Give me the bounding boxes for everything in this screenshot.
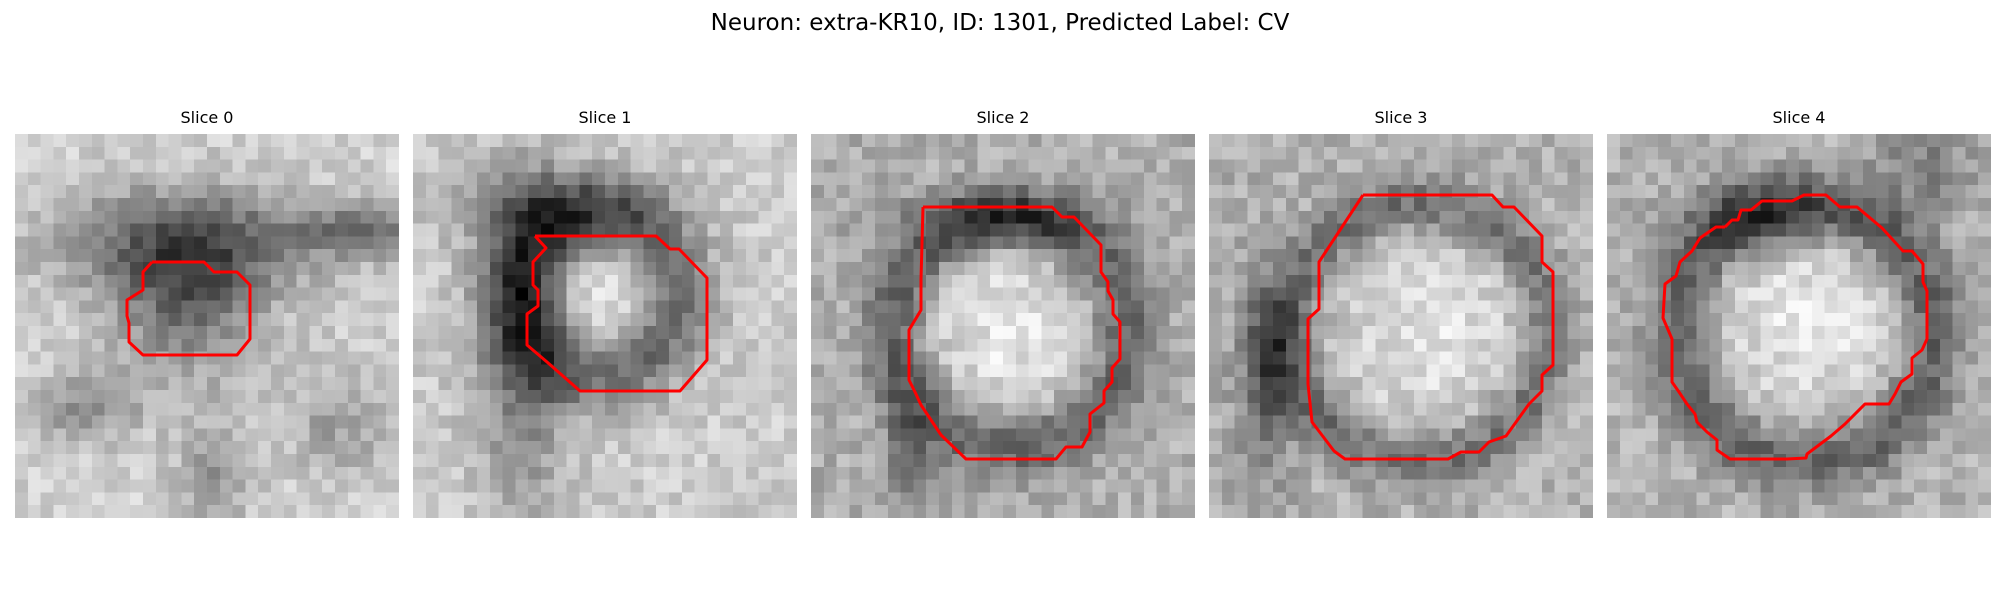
slice-panel-0: Slice 0 xyxy=(15,108,399,518)
slice-title-1: Slice 1 xyxy=(578,108,632,127)
neuron-contour-2 xyxy=(907,205,1122,461)
slice-title-0: Slice 0 xyxy=(180,108,234,127)
slice-panel-1: Slice 1 xyxy=(413,108,797,518)
slice-image-2 xyxy=(811,134,1195,518)
slice-image-4 xyxy=(1607,134,1991,518)
slice-image-1 xyxy=(413,134,797,518)
neuron-contour-1 xyxy=(525,234,709,393)
slice-panel-4: Slice 4 xyxy=(1607,108,1991,518)
slice-title-2: Slice 2 xyxy=(976,108,1030,127)
slice-title-4: Slice 4 xyxy=(1772,108,1826,127)
neuron-contour-0 xyxy=(125,260,252,357)
grayscale-slice-image-1 xyxy=(413,134,797,518)
slice-overlay-3 xyxy=(1306,193,1555,461)
slice-overlay-0 xyxy=(125,260,252,357)
slice-overlay-4 xyxy=(1661,193,1929,461)
slice-title-3: Slice 3 xyxy=(1374,108,1428,127)
grayscale-slice-image-2 xyxy=(811,134,1195,518)
neuron-contour-3 xyxy=(1306,193,1555,461)
slice-panel-3: Slice 3 xyxy=(1209,108,1593,518)
grayscale-slice-image-0 xyxy=(15,134,399,518)
slice-overlay-2 xyxy=(907,205,1122,461)
slice-panel-2: Slice 2 xyxy=(811,108,1195,518)
slice-image-3 xyxy=(1209,134,1593,518)
slice-image-0 xyxy=(15,134,399,518)
grayscale-slice-image-3 xyxy=(1209,134,1593,518)
figure-title: Neuron: extra-KR10, ID: 1301, Predicted … xyxy=(710,10,1290,36)
neuron-contour-4 xyxy=(1661,193,1929,461)
slice-overlay-1 xyxy=(525,234,709,393)
